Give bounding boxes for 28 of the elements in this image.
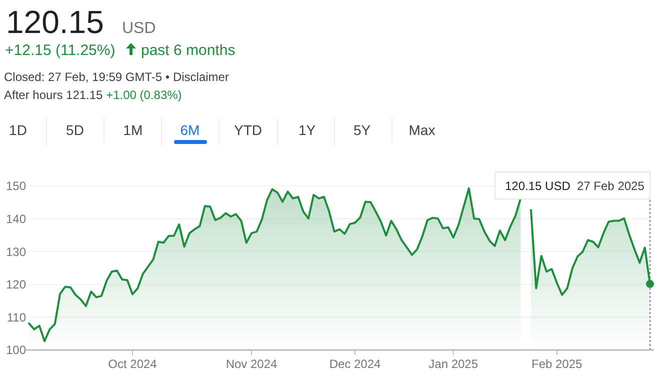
y-tick-label: 130	[6, 244, 26, 259]
text: Max	[408, 122, 436, 138]
text: past 6 months	[141, 42, 236, 59]
text: After hours 121.15	[4, 88, 103, 102]
y-tick-label: 110	[6, 310, 26, 324]
text: 6M	[180, 122, 200, 138]
x-tick-label: Dec 2024	[329, 357, 382, 371]
text: USD	[122, 20, 156, 37]
y-tick-label: 140	[6, 212, 26, 226]
text: 1D	[9, 122, 27, 138]
x-tick-label: Oct 2024	[108, 357, 158, 371]
annotation: 27 Feb 2025	[577, 179, 645, 193]
x-tick-label: Feb 2025	[531, 357, 583, 371]
text: 1M	[123, 122, 143, 138]
text: YTD	[234, 122, 262, 138]
text: 5Y	[353, 122, 372, 138]
y-tick-label: 100	[6, 343, 26, 358]
y-tick-label: 150	[6, 179, 26, 194]
chart-title: 120.15	[6, 4, 104, 40]
text: 5D	[66, 122, 84, 138]
x-tick-label: Jan 2025	[428, 357, 478, 371]
text: +1.00 (0.83%)	[102, 88, 182, 102]
annotation: 120.15 USD	[505, 179, 571, 193]
text: 1Y	[298, 122, 316, 138]
y-tick-label: 120	[6, 278, 26, 292]
x-tick-label: Nov 2024	[226, 357, 278, 371]
text: Closed: 27 Feb, 19:59 GMT-5 • Disclaimer	[4, 70, 229, 84]
text: +12.15 (11.25%)	[5, 42, 116, 59]
